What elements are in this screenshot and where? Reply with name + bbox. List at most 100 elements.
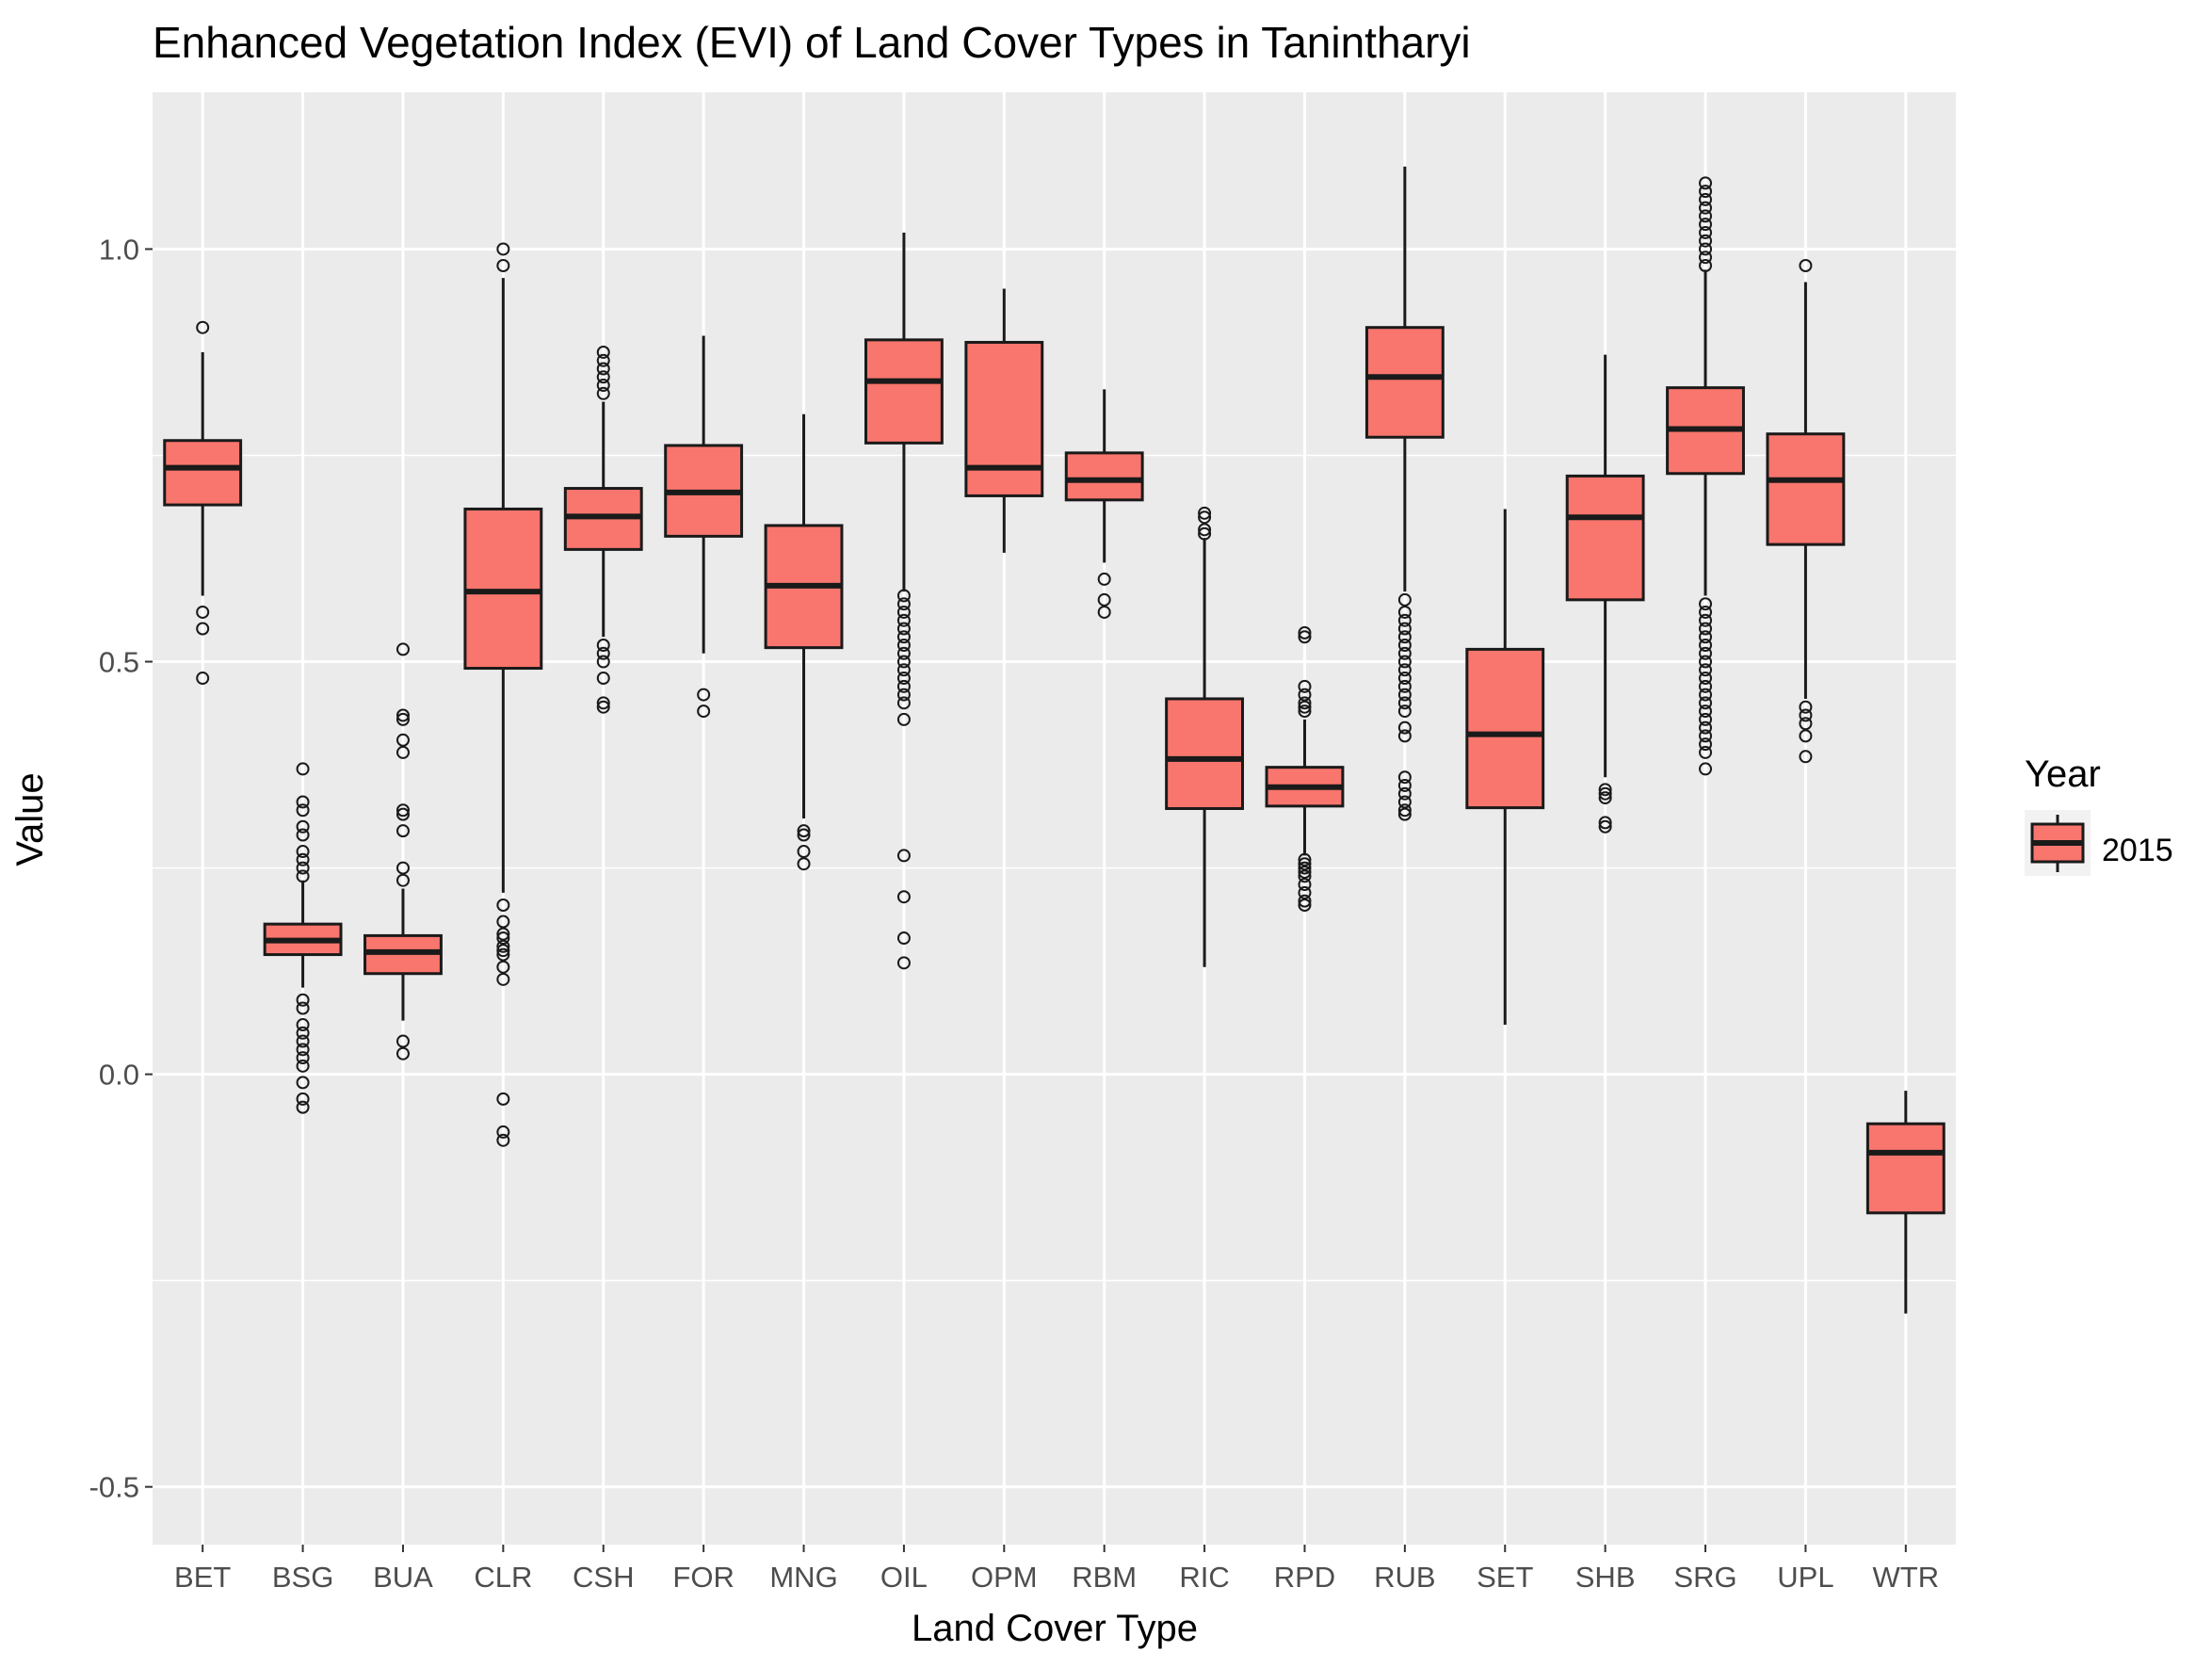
x-tick-label: CSH: [573, 1561, 634, 1594]
outlier-point: [1397, 803, 1412, 818]
outlier-point: [296, 819, 310, 834]
outlier-point: [1699, 225, 1713, 239]
outlier-point: [496, 1133, 510, 1147]
outlier-point: [396, 861, 410, 875]
box-group-rpd: [1265, 625, 1345, 912]
outlier-point: [697, 688, 711, 702]
outlier-point: [1397, 655, 1412, 669]
outlier-point: [1699, 712, 1713, 726]
outlier-point: [1298, 857, 1312, 871]
outlier-point: [896, 655, 911, 669]
outlier-point: [1699, 251, 1713, 265]
outlier-point: [396, 712, 410, 726]
outlier-point: [1298, 630, 1312, 644]
outlier-point: [1198, 506, 1212, 520]
outlier-point: [1198, 526, 1212, 541]
box-group-bsg: [263, 762, 343, 1114]
outlier-point: [1397, 688, 1412, 702]
x-tick-label: RUB: [1374, 1561, 1435, 1594]
outlier-point: [896, 630, 911, 644]
outlier-point: [296, 1092, 310, 1106]
box-iqr: [1865, 1122, 1946, 1215]
outlier-point: [1397, 721, 1412, 735]
outlier-point: [1298, 625, 1312, 640]
outlier-point: [1699, 630, 1713, 644]
outlier-point: [1699, 192, 1713, 206]
plot-panel: [153, 92, 1956, 1545]
outlier-point: [1397, 613, 1412, 627]
outlier-point: [896, 956, 911, 970]
outlier-point: [797, 845, 811, 859]
outlier-point: [1699, 209, 1713, 223]
x-tick-label: OPM: [971, 1561, 1038, 1594]
outlier-point: [196, 622, 210, 636]
box-iqr: [1565, 474, 1645, 602]
box-iqr: [163, 439, 243, 507]
box-group-csh: [563, 345, 643, 714]
y-tick-label: 0.0: [99, 1059, 139, 1092]
x-tick-label: BUA: [373, 1561, 433, 1594]
legend-title: Year: [2025, 753, 2101, 795]
outlier-point: [1298, 894, 1312, 908]
outlier-point: [697, 704, 711, 719]
outlier-point: [1298, 852, 1312, 866]
axis-layer: -0.5 0.0 0.5 1.0 BET BSG BUA CLR CSH FOR MNG OIL OPM…: [89, 233, 1940, 1594]
outlier-point: [196, 320, 210, 334]
outlier-point: [1699, 234, 1713, 248]
outlier-point: [1699, 176, 1713, 190]
outlier-point: [1298, 885, 1312, 899]
outlier-point: [496, 931, 510, 946]
outlier-point: [496, 939, 510, 953]
outlier-point: [1598, 783, 1612, 797]
box-group-upl: [1766, 258, 1846, 764]
outlier-point: [1397, 639, 1412, 653]
outlier-point: [1397, 592, 1412, 607]
outlier-point: [1699, 679, 1713, 693]
outlier-point: [296, 1059, 310, 1073]
outlier-point: [1097, 592, 1111, 607]
outlier-point: [1699, 745, 1713, 759]
legend-label: 2015: [2102, 833, 2173, 868]
outlier-point: [1799, 750, 1813, 764]
outlier-point: [1198, 523, 1212, 537]
outlier-point: [596, 379, 610, 393]
box-group-for: [664, 335, 744, 719]
outlier-point: [396, 824, 410, 838]
outlier-point: [896, 931, 911, 946]
outlier-point: [1397, 795, 1412, 809]
outlier-point: [1397, 778, 1412, 792]
box-group-rbm: [1064, 389, 1144, 619]
x-tick-label: OIL: [880, 1561, 928, 1594]
outlier-point: [596, 696, 610, 710]
box-group-rub: [1364, 166, 1445, 821]
outlier-point: [1298, 861, 1312, 875]
outlier-point: [1397, 704, 1412, 719]
outlier-point: [896, 589, 911, 603]
outlier-point: [896, 696, 911, 710]
outlier-point: [1699, 597, 1713, 611]
outlier-point: [1699, 688, 1713, 702]
x-tick-label: UPL: [1777, 1561, 1833, 1594]
chart-title: Enhanced Vegetation Index (EVI) of Land …: [153, 18, 1471, 67]
outlier-point: [1699, 258, 1713, 272]
outlier-point: [1699, 639, 1713, 653]
outlier-point: [396, 1034, 410, 1048]
outlier-point: [296, 1026, 310, 1040]
outlier-point: [896, 712, 911, 726]
legend: Year 2015: [2025, 753, 2173, 876]
outlier-point: [1397, 770, 1412, 785]
outlier-point: [1298, 704, 1312, 719]
outlier-point: [1397, 663, 1412, 677]
outlier-point: [496, 960, 510, 974]
x-tick-label: FOR: [672, 1561, 734, 1594]
x-tick-label: RBM: [1072, 1561, 1137, 1594]
outlier-point: [496, 947, 510, 962]
x-tick-label: RPD: [1274, 1561, 1335, 1594]
outlier-point: [296, 869, 310, 883]
y-tick-label: -0.5: [89, 1471, 139, 1504]
outlier-point: [596, 370, 610, 384]
box-iqr: [463, 507, 543, 671]
outlier-point: [296, 852, 310, 866]
outlier-point: [196, 605, 210, 619]
outlier-point: [1799, 258, 1813, 272]
